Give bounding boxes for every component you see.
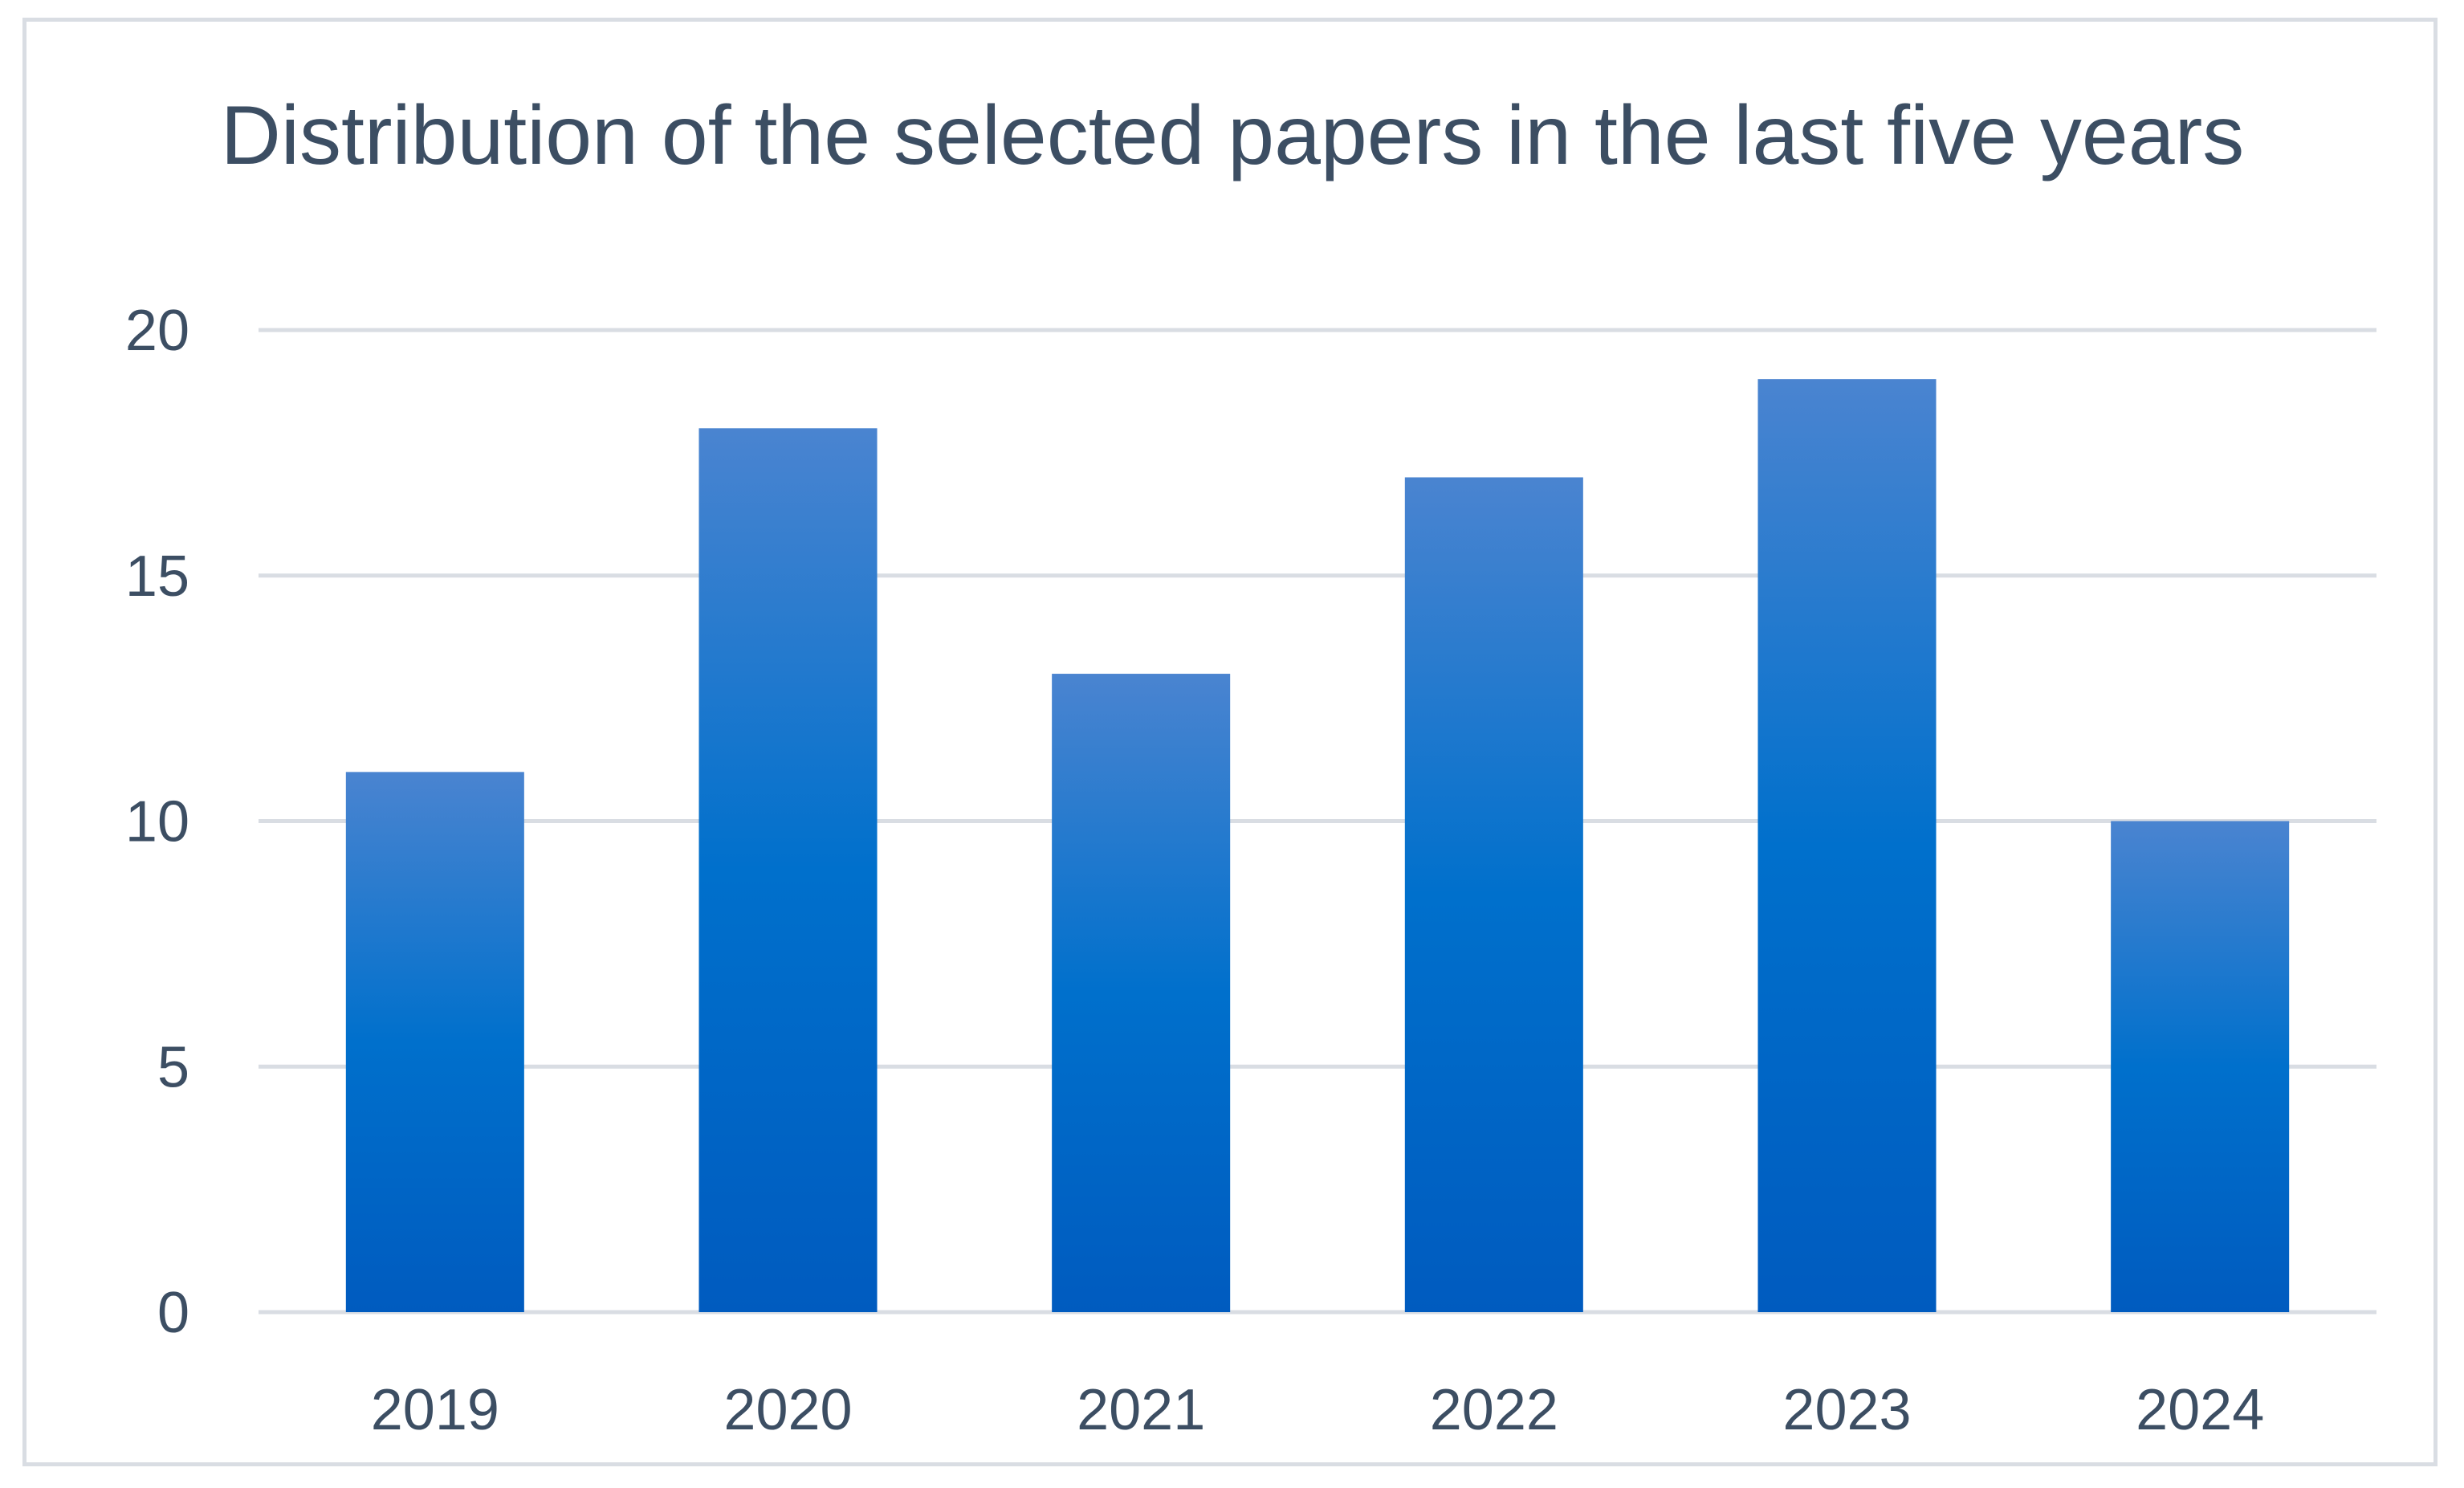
y-tick-label: 0 (157, 1281, 189, 1345)
bars (345, 379, 2290, 1313)
y-tick-label: 15 (125, 544, 189, 609)
bar-2019 (345, 772, 524, 1312)
x-axis-tick-labels: 2019 2020 2021 2022 2023 2024 (371, 1378, 2265, 1442)
x-tick-label: 2019 (371, 1378, 499, 1442)
chart-title: Distribution of the selected papers in t… (220, 89, 2245, 182)
x-tick-label: 2021 (1077, 1378, 1205, 1442)
x-tick-label: 2020 (723, 1378, 852, 1442)
x-tick-label: 2024 (2136, 1378, 2264, 1442)
gridlines (259, 328, 2376, 1315)
x-tick-label: 2022 (1430, 1378, 1558, 1442)
y-tick-label: 10 (125, 790, 189, 854)
x-tick-label: 2023 (1782, 1378, 1911, 1442)
bar-2024 (2111, 821, 2290, 1312)
bar-2023 (1757, 379, 1937, 1312)
bar-2021 (1052, 674, 1231, 1312)
y-tick-label: 5 (157, 1035, 189, 1099)
bar-2022 (1404, 477, 1583, 1313)
y-axis-tick-labels: 0 5 10 15 20 (125, 299, 189, 1345)
bar-2020 (698, 428, 878, 1312)
y-tick-label: 20 (125, 299, 189, 363)
